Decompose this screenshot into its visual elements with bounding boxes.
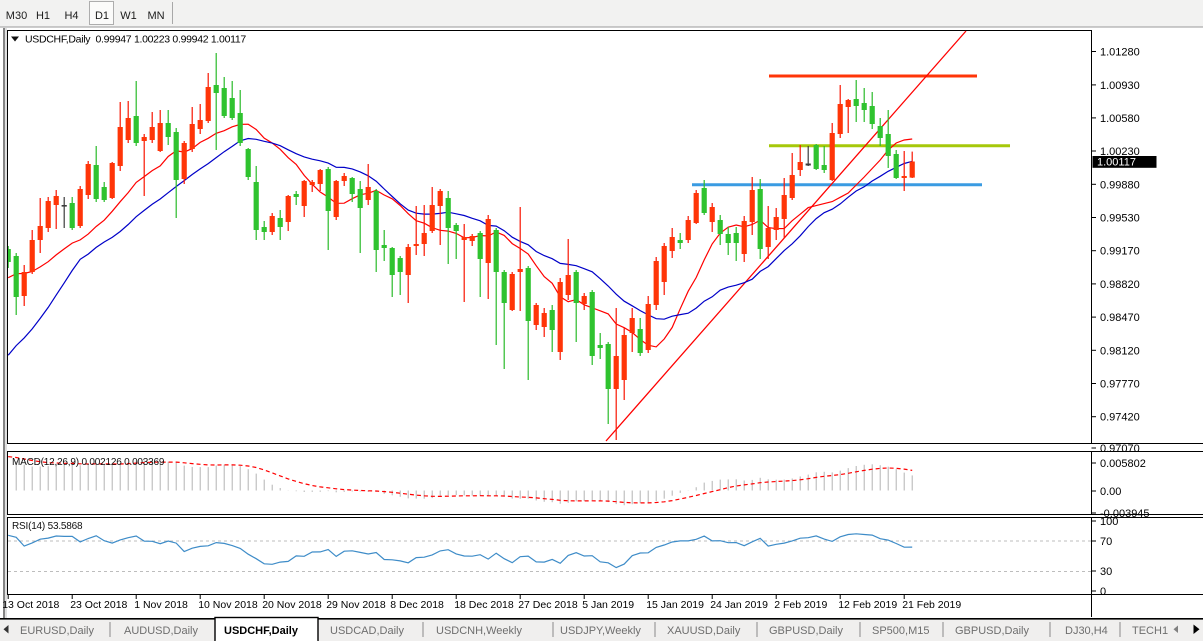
svg-text:0.98120: 0.98120 — [1100, 345, 1140, 357]
svg-text:0.98470: 0.98470 — [1100, 312, 1140, 324]
svg-text:0.99170: 0.99170 — [1100, 246, 1140, 258]
svg-text:H4: H4 — [64, 10, 78, 22]
svg-text:30: 30 — [1100, 566, 1112, 578]
svg-text:23 Oct 2018: 23 Oct 2018 — [70, 599, 127, 611]
svg-text:2 Feb 2019: 2 Feb 2019 — [774, 599, 827, 611]
svg-text:AUDUSD,Daily: AUDUSD,Daily — [124, 625, 198, 637]
svg-text:0.97420: 0.97420 — [1100, 412, 1140, 424]
svg-text:24 Jan 2019: 24 Jan 2019 — [710, 599, 768, 611]
svg-text:0.99530: 0.99530 — [1100, 213, 1140, 225]
svg-text:0.005802: 0.005802 — [1100, 458, 1146, 470]
svg-text:USDCHF,Daily: USDCHF,Daily — [224, 625, 299, 637]
svg-text:15 Jan 2019: 15 Jan 2019 — [646, 599, 704, 611]
svg-text:100: 100 — [1100, 516, 1118, 528]
svg-text:1.00117: 1.00117 — [1097, 157, 1136, 169]
svg-text:29 Nov 2018: 29 Nov 2018 — [326, 599, 386, 611]
svg-text:0.00: 0.00 — [1100, 486, 1121, 498]
svg-text:5 Jan 2019: 5 Jan 2019 — [582, 599, 634, 611]
svg-text:8 Dec 2018: 8 Dec 2018 — [390, 599, 444, 611]
svg-text:1.00580: 1.00580 — [1100, 113, 1140, 125]
svg-text:1 Nov 2018: 1 Nov 2018 — [134, 599, 188, 611]
svg-text:EURUSD,Daily: EURUSD,Daily — [20, 625, 94, 637]
svg-text:D1: D1 — [95, 10, 109, 22]
svg-text:13 Oct 2018: 13 Oct 2018 — [2, 599, 59, 611]
svg-text:USDJPY,Weekly: USDJPY,Weekly — [560, 625, 641, 637]
svg-text:10 Nov 2018: 10 Nov 2018 — [198, 599, 258, 611]
svg-text:TECH1: TECH1 — [1132, 625, 1168, 637]
svg-text:18 Dec 2018: 18 Dec 2018 — [454, 599, 514, 611]
svg-text:0.97070: 0.97070 — [1100, 443, 1140, 455]
svg-text:GBPUSD,Daily: GBPUSD,Daily — [769, 625, 843, 637]
svg-text:1.01280: 1.01280 — [1100, 47, 1140, 59]
svg-text:20 Nov 2018: 20 Nov 2018 — [262, 599, 322, 611]
svg-text:SP500,M15: SP500,M15 — [872, 625, 929, 637]
svg-text:W1: W1 — [120, 10, 137, 22]
svg-text:GBPUSD,Daily: GBPUSD,Daily — [955, 625, 1029, 637]
svg-text:0.99880: 0.99880 — [1100, 179, 1140, 191]
svg-text:0: 0 — [1100, 586, 1106, 598]
svg-text:0.98820: 0.98820 — [1100, 279, 1140, 291]
svg-text:USDCHF,Daily 0.99947 1.00223: USDCHF,Daily 0.99947 1.00223 0.99942 1.0… — [25, 34, 246, 46]
svg-text:1.00930: 1.00930 — [1100, 80, 1140, 92]
svg-text:M30: M30 — [6, 10, 27, 22]
svg-text:USDCNH,Weekly: USDCNH,Weekly — [436, 625, 522, 637]
svg-text:0.97770: 0.97770 — [1100, 379, 1140, 391]
svg-text:1.00230: 1.00230 — [1100, 146, 1140, 158]
svg-text:H1: H1 — [36, 10, 50, 22]
svg-text:21 Feb 2019: 21 Feb 2019 — [902, 599, 961, 611]
svg-text:DJ30,H4: DJ30,H4 — [1065, 625, 1108, 637]
svg-text:70: 70 — [1100, 536, 1112, 548]
svg-text:12 Feb 2019: 12 Feb 2019 — [838, 599, 897, 611]
svg-text:USDCAD,Daily: USDCAD,Daily — [330, 625, 404, 637]
svg-text:MACD(12,26,9) 0.002126 0.00336: MACD(12,26,9) 0.002126 0.003369 — [12, 457, 165, 468]
svg-text:-0.003945: -0.003945 — [1100, 508, 1150, 520]
svg-text:XAUUSD,Daily: XAUUSD,Daily — [667, 625, 741, 637]
svg-text:MN: MN — [147, 10, 164, 22]
svg-text:27 Dec 2018: 27 Dec 2018 — [518, 599, 578, 611]
svg-text:RSI(14) 53.5868: RSI(14) 53.5868 — [12, 521, 83, 532]
